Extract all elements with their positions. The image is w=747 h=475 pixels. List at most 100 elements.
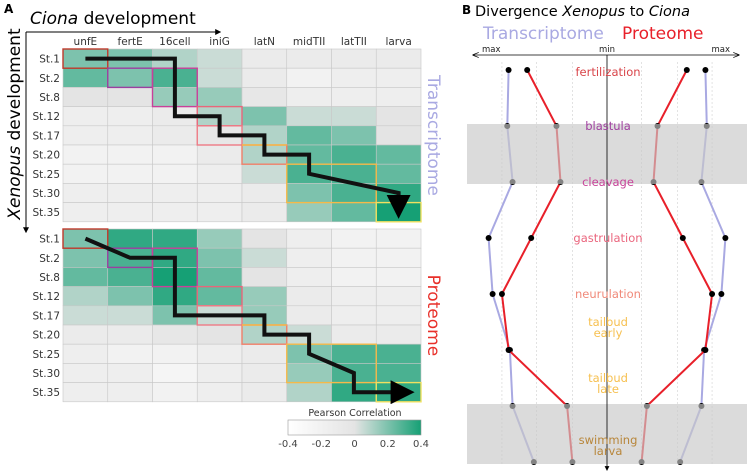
colorbar-tick-label: 0.4 [413, 439, 429, 450]
colorbar-tick-label: -0.2 [311, 439, 331, 450]
row-label: St.17 [33, 130, 60, 142]
title-pre: Divergence [475, 4, 562, 20]
transcriptome-heatmap: unfE fertE 16cell iniG latN midTII latTII larva… [33, 36, 443, 223]
panel-a-letter: A [4, 2, 14, 16]
heatmap-cell [241, 286, 288, 307]
heatmap-cell [241, 228, 288, 249]
heatmap-cell [152, 382, 198, 403]
row-label: St.2 [39, 253, 60, 265]
heatmap-cell [375, 267, 422, 287]
heatmap-cell [196, 247, 243, 268]
panel-b-title: Divergence Xenopus to Ciona [475, 4, 690, 20]
x-axis-title: Ciona development [30, 9, 196, 29]
heatmap-cell [375, 48, 422, 69]
heatmap-side-label: Proteome [423, 275, 443, 357]
colorbar-tick-label: -0.4 [278, 439, 298, 450]
heatmap-cell [152, 163, 198, 184]
proteome-point [683, 67, 690, 73]
title-mid: to [625, 4, 649, 20]
stage-label: early [594, 326, 623, 340]
heatmap-cell [196, 67, 243, 88]
heatmap-cell [331, 324, 377, 345]
heatmap-cell [62, 363, 109, 383]
heatmap-cell [196, 144, 243, 165]
stage-label: gastrulation [573, 231, 642, 245]
legend-proteome: Proteome [622, 24, 704, 44]
transcriptome-point [485, 235, 492, 241]
heatmap-cell [107, 106, 153, 127]
row-label: St.35 [33, 387, 60, 399]
heatmap-cell [196, 382, 243, 403]
heatmap-cell [62, 305, 109, 326]
column-label: unfE [74, 36, 98, 48]
heatmap-cell [241, 87, 288, 107]
heatmap-cell [196, 324, 243, 345]
heatmap-cell [331, 343, 377, 364]
heatmap-cell [152, 202, 198, 223]
heatmap-cell [62, 267, 109, 287]
heatmap-cell [331, 305, 377, 326]
heatmap-cell [375, 163, 422, 184]
column-label: larva [385, 36, 411, 48]
row-label: St.20 [33, 330, 60, 342]
colorbar-title: Pearson Correlation [308, 408, 401, 419]
heatmap-cell [62, 343, 109, 364]
heatmap-cell [107, 87, 153, 107]
column-label: 16cell [159, 36, 190, 48]
heatmap-cell [196, 48, 243, 69]
colorbar-tick-label: 0.2 [380, 439, 396, 450]
heatmap-cell [107, 163, 153, 184]
heatmap-cell [375, 144, 422, 165]
heatmap-cell [331, 286, 377, 307]
heatmap-cell [62, 382, 109, 403]
heatmap-cell [241, 363, 288, 383]
heatmap-cell [241, 202, 288, 223]
heatmap-cell [62, 125, 109, 146]
heatmap-cell [107, 343, 153, 364]
row-label: St.20 [33, 150, 60, 162]
proteome-point [498, 291, 505, 297]
row-label: St.30 [33, 368, 60, 380]
legend-transcriptome: Transcriptome [482, 24, 604, 44]
proteome-point [679, 235, 686, 241]
heatmap-cell [241, 343, 288, 364]
heatmap-cell [286, 202, 332, 223]
heatmap-cell [62, 324, 109, 345]
heatmap-cell [241, 247, 288, 268]
row-label: St.12 [33, 111, 60, 123]
colorbar-gradient [287, 419, 422, 436]
proteome-point [702, 347, 709, 353]
heatmap-cell [331, 106, 377, 127]
heatmap-cell [375, 87, 422, 107]
stage-label: neurulation [575, 287, 641, 301]
x-axis-title-rest: development [78, 9, 196, 29]
y-axis-title: Xenopus development [5, 28, 25, 221]
stage-label: tailbud [588, 371, 628, 385]
transcriptome-point [702, 67, 709, 73]
proteome-point [709, 291, 716, 297]
heatmap-cell [62, 202, 109, 223]
row-label: St.2 [39, 73, 60, 85]
row-label: St.1 [39, 54, 60, 66]
heatmap-cell [286, 363, 332, 383]
heatmap-cell [286, 48, 332, 69]
proteome-point [524, 67, 531, 73]
column-label: iniG [209, 36, 230, 48]
heatmap-cell [62, 286, 109, 307]
heatmap-cell [107, 228, 153, 249]
heatmap-cell [196, 183, 243, 203]
stage-label: late [597, 382, 619, 396]
y-axis-title-rest: development [5, 28, 25, 146]
proteome-heatmap: St.1 St.2 St.8 St.12 St.17 St.20 St.25 St.30 St.… [33, 228, 443, 405]
row-label: St.25 [33, 349, 60, 361]
column-label: latN [254, 36, 275, 48]
colorbar-tick-label: 0 [351, 439, 357, 450]
row-label: St.8 [39, 92, 60, 104]
row-label: St.25 [33, 169, 60, 181]
column-label: latTII [341, 36, 367, 48]
heatmap-cell [196, 163, 243, 184]
heatmap-cell [107, 202, 153, 223]
row-label: St.8 [39, 272, 60, 284]
heatmap-cell [107, 125, 153, 146]
title-ciona: Ciona [649, 4, 690, 20]
